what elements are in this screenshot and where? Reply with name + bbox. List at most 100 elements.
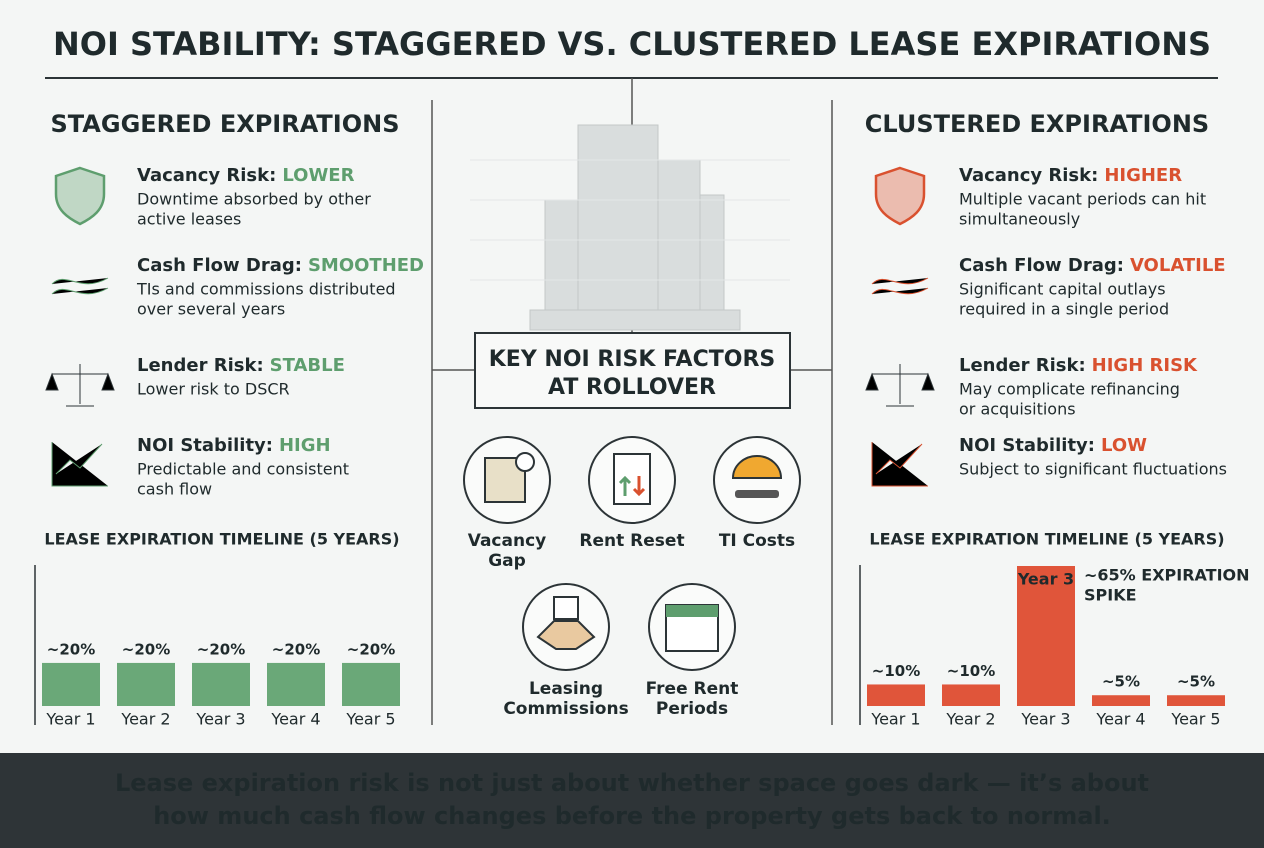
item-label: Vacancy Risk: [137,165,276,186]
panel-heading: STAGGERED EXPIRATIONS [51,110,400,138]
item-label: Cash Flow Drag: [137,255,302,276]
value-label: ~10% [947,662,995,680]
item-value: HIGH RISK [1092,355,1198,376]
icon ic [871,277,929,295]
bar [42,662,100,706]
bar [867,684,925,706]
icon ic [51,442,108,487]
icon ic [51,277,109,295]
value-label: ~20% [197,640,245,658]
x-tick-label: Year 3 [195,710,245,729]
item-value: STABLE [270,355,345,376]
item-desc: active leases [137,210,241,229]
x-tick-label: Year 4 [270,710,320,729]
value-label: ~20% [347,640,395,658]
factor-label: TI Costs [719,531,795,551]
icon ic [865,364,935,407]
x-tick-label: Year 3 [1020,710,1070,729]
item-value: HIGHER [1104,165,1182,186]
annotation: ~65% EXPIRATION [1084,566,1250,585]
bar [1167,695,1225,706]
x-tick-label: Year 2 [120,710,170,729]
item-heading: Lender Risk: HIGH RISK [959,355,1198,376]
item-desc: required in a single period [959,300,1169,319]
footer-text: how much cash flow changes before the pr… [153,802,1111,830]
item-label: NOI Stability: [959,435,1095,456]
item-icon [54,166,106,226]
item-desc: TIs and commissions distributed [136,280,396,299]
factor-glyph [484,452,535,503]
factor-label: Gap [488,551,526,571]
glyph [618,475,632,496]
glyph [666,605,718,617]
glyph [735,490,779,498]
bar [942,684,1000,706]
factor-glyph [731,455,783,498]
item-desc: over several years [137,300,285,319]
item-desc: cash flow [137,480,212,499]
factor-glyph [665,604,719,652]
glyph [553,596,579,620]
item-icon [865,364,935,407]
factor-label: Commissions [503,699,628,719]
glyph [515,452,535,472]
key-title: KEY NOI RISK FACTORS [489,347,775,372]
item-value: LOW [1101,435,1147,456]
title: NOI STABILITY: STAGGERED VS. CLUSTERED L… [53,25,1211,63]
factor-label: Rent Reset [579,531,684,551]
icon ic [45,364,115,407]
item-value: LOWER [282,165,354,186]
bar [1092,695,1150,706]
factor-label: Vacancy [468,531,547,551]
item-heading: Cash Flow Drag: SMOOTHED [137,255,424,276]
x-tick-label: Year 1 [870,710,920,729]
timeline-title: LEASE EXPIRATION TIMELINE (5 YEARS) [869,530,1224,549]
timeline-title: LEASE EXPIRATION TIMELINE (5 YEARS) [44,530,399,549]
icon ic [871,442,928,487]
annotation: SPIKE [1084,586,1137,605]
x-tick-label: Year 4 [1095,710,1145,729]
item-label: Lender Risk: [959,355,1086,376]
item-heading: NOI Stability: HIGH [137,435,331,456]
item-heading: Lender Risk: STABLE [137,355,345,376]
bar [342,662,400,706]
x-tick-label: Year 1 [45,710,95,729]
grid-backdrop [470,159,790,281]
item-desc: simultaneously [959,210,1080,229]
factor-icon [713,436,801,524]
value-label: ~10% [872,662,920,680]
value-label: ~20% [272,640,320,658]
glyph [632,476,646,497]
item-icon [45,364,115,407]
item-value: SMOOTHED [308,255,424,276]
item-value: HIGH [279,435,331,456]
value-label: ~5% [1102,673,1140,691]
key-title: AT ROLLOVER [548,375,716,400]
item-desc: Predictable and consistent [137,460,349,479]
bar [192,662,250,706]
glyph [613,453,651,505]
item-desc: Multiple vacant periods can hit [959,190,1206,209]
factor-glyph [613,453,651,505]
x-tick-label: Year 5 [345,710,395,729]
bar [267,662,325,706]
icon [874,166,926,226]
x-tick-label: Year 5 [1170,710,1220,729]
factor-glyph [536,596,596,650]
item-label: Lender Risk: [137,355,264,376]
bar [1017,566,1075,706]
building-illustration [529,124,741,331]
factor-label: Free Rent [646,679,739,699]
key-box [474,332,791,409]
footer-text: Lease expiration risk is not just about … [115,769,1149,797]
item-desc: Lower risk to DSCR [137,380,290,399]
item-icon [871,442,928,487]
item-desc: Subject to significant fluctuations [959,460,1227,479]
item-heading: NOI Stability: LOW [959,435,1147,456]
item-desc: Significant capital outlays [959,280,1166,299]
item-value: VOLATILE [1130,255,1226,276]
x-tick-label: Year 2 [945,710,995,729]
item-desc: May complicate refinancing [959,380,1180,399]
value-label: ~5% [1177,673,1215,691]
